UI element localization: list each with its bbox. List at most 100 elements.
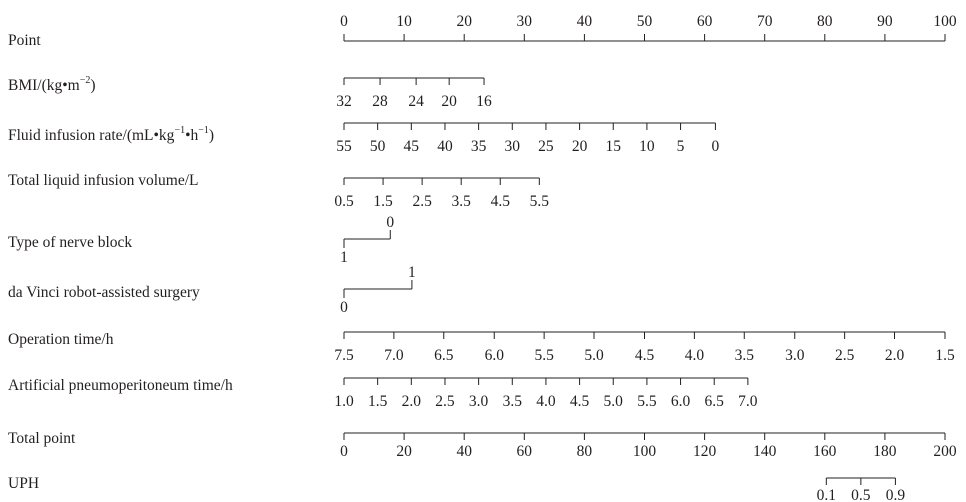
row-bmi-kg-m-label-part-1: −2 bbox=[80, 75, 91, 86]
row-total-point-tick-label-1: 20 bbox=[396, 443, 412, 460]
row-uph-tick-label-0: 0.1 bbox=[817, 487, 836, 502]
row-uph-label-part-0: UPH bbox=[8, 475, 39, 492]
row-point-tick-label-10: 100 bbox=[933, 13, 957, 30]
row-type-of-nerve-block: Type of nerve block 1 0 bbox=[8, 214, 394, 266]
row-operation-time-h-tick-label-9: 3.0 bbox=[785, 347, 805, 364]
row-operation-time-h-tick-label-1: 7.0 bbox=[384, 347, 404, 364]
row-total-liquid-infusion-volume-l-tick-label-0: 0.5 bbox=[334, 193, 354, 210]
row-operation-time-h-label-part-0: Operation time/h bbox=[8, 331, 114, 348]
row-uph: UPH 0.1 0.5 0.9 bbox=[8, 475, 905, 502]
row-total-point-tick-label-9: 180 bbox=[873, 443, 897, 460]
row-bmi-kg-m: BMI/(kg•m−2) 32 28 24 20 16 bbox=[8, 75, 492, 110]
row-point-tick-label-4: 40 bbox=[577, 13, 593, 30]
row-bmi-kg-m-label: BMI/(kg•m−2) bbox=[8, 75, 96, 94]
row-uph-tick-label-1: 0.5 bbox=[851, 487, 871, 502]
row-point-tick-label-0: 0 bbox=[340, 13, 348, 30]
row-fluid-infusion-rate-ml-kg-label: Fluid infusion rate/(mL•kg−1•h−1) bbox=[8, 125, 214, 144]
row-artificial-pneumoperitoneum-time-h: Artificial pneumoperitoneum time/h 1.0 1.5… bbox=[8, 377, 758, 410]
row-artificial-pneumoperitoneum-time-h-tick-label-1: 1.5 bbox=[368, 393, 388, 410]
row-artificial-pneumoperitoneum-time-h-tick-label-11: 6.5 bbox=[705, 393, 725, 410]
row-operation-time-h: Operation time/h 7.5 7.0 6.5 6.0 5.5 5.0 4.5 4.0… bbox=[8, 331, 955, 364]
row-da-vinci-robot-assisted-surgery: da Vinci robot-assisted surgery 0 1 bbox=[8, 264, 416, 316]
row-artificial-pneumoperitoneum-time-h-tick-label-5: 3.5 bbox=[503, 393, 523, 410]
row-fluid-infusion-rate-ml-kg-tick-label-11: 0 bbox=[712, 138, 720, 155]
row-operation-time-h-tick-label-7: 4.0 bbox=[685, 347, 705, 364]
row-point-label: Point bbox=[8, 32, 41, 49]
row-type-of-nerve-block-label-part-0: Type of nerve block bbox=[8, 234, 132, 251]
row-bmi-kg-m-tick-label-3: 20 bbox=[441, 93, 457, 110]
row-operation-time-h-tick-label-0: 7.5 bbox=[334, 347, 354, 364]
row-bmi-kg-m-tick-label-4: 16 bbox=[476, 93, 492, 110]
row-point-tick-label-1: 10 bbox=[396, 13, 412, 30]
row-artificial-pneumoperitoneum-time-h-tick-label-12: 7.0 bbox=[738, 393, 758, 410]
row-artificial-pneumoperitoneum-time-h-tick-label-3: 2.5 bbox=[435, 393, 455, 410]
row-uph-tick-label-2: 0.9 bbox=[886, 487, 906, 502]
row-operation-time-h-tick-label-4: 5.5 bbox=[534, 347, 554, 364]
row-operation-time-h-tick-label-8: 3.5 bbox=[735, 347, 755, 364]
row-total-point-tick-label-2: 40 bbox=[456, 443, 472, 460]
row-fluid-infusion-rate-ml-kg-label-part-4: ) bbox=[209, 127, 214, 144]
row-total-liquid-infusion-volume-l-label-part-0: Total liquid infusion volume/L bbox=[8, 172, 199, 189]
row-total-point-tick-label-0: 0 bbox=[340, 443, 348, 460]
row-total-point-tick-label-3: 60 bbox=[517, 443, 533, 460]
row-operation-time-h-label: Operation time/h bbox=[8, 331, 114, 348]
row-operation-time-h-tick-label-5: 5.0 bbox=[584, 347, 604, 364]
row-fluid-infusion-rate-ml-kg-tick-label-8: 15 bbox=[605, 138, 621, 155]
row-artificial-pneumoperitoneum-time-h-label: Artificial pneumoperitoneum time/h bbox=[8, 377, 233, 394]
row-fluid-infusion-rate-ml-kg-tick-label-7: 20 bbox=[572, 138, 588, 155]
row-point-tick-label-3: 30 bbox=[517, 13, 533, 30]
row-total-liquid-infusion-volume-l-tick-label-2: 2.5 bbox=[412, 193, 432, 210]
row-total-liquid-infusion-volume-l-tick-label-5: 5.5 bbox=[530, 193, 550, 210]
row-total-point-label: Total point bbox=[8, 430, 76, 447]
row-bmi-kg-m-tick-label-2: 24 bbox=[408, 93, 424, 110]
row-total-point-tick-label-4: 80 bbox=[577, 443, 593, 460]
row-fluid-infusion-rate-ml-kg-tick-label-1: 50 bbox=[370, 138, 386, 155]
row-fluid-infusion-rate-ml-kg-tick-label-6: 25 bbox=[538, 138, 554, 155]
row-point-tick-label-9: 90 bbox=[877, 13, 893, 30]
row-artificial-pneumoperitoneum-time-h-tick-label-2: 2.0 bbox=[402, 393, 422, 410]
row-bmi-kg-m-tick-label-1: 28 bbox=[372, 93, 388, 110]
row-fluid-infusion-rate-ml-kg-tick-label-9: 10 bbox=[639, 138, 655, 155]
row-bmi-kg-m-label-part-2: ) bbox=[90, 77, 95, 94]
row-fluid-infusion-rate-ml-kg-tick-label-0: 55 bbox=[336, 138, 352, 155]
row-operation-time-h-tick-label-10: 2.5 bbox=[835, 347, 855, 364]
row-total-liquid-infusion-volume-l: Total liquid infusion volume/L 0.5 1.5 2.5 3… bbox=[8, 172, 549, 210]
row-type-of-nerve-block-tick-label-1: 0 bbox=[386, 214, 394, 231]
row-total-point: Total point 0 20 40 60 80 100 120 140 160 180 200 bbox=[8, 430, 957, 460]
row-total-point-tick-label-6: 120 bbox=[693, 443, 717, 460]
row-operation-time-h-tick-label-6: 4.5 bbox=[635, 347, 655, 364]
row-total-point-tick-label-8: 160 bbox=[813, 443, 837, 460]
row-fluid-infusion-rate-ml-kg: Fluid infusion rate/(mL•kg−1•h−1)55 50 45 4… bbox=[8, 122, 720, 155]
row-operation-time-h-tick-label-2: 6.5 bbox=[434, 347, 454, 364]
row-fluid-infusion-rate-ml-kg-tick-label-2: 45 bbox=[404, 138, 420, 155]
row-total-point-label-part-0: Total point bbox=[8, 430, 76, 447]
row-artificial-pneumoperitoneum-time-h-tick-label-0: 1.0 bbox=[334, 393, 354, 410]
row-uph-label: UPH bbox=[8, 475, 39, 492]
row-fluid-infusion-rate-ml-kg-label-part-1: −1 bbox=[174, 125, 185, 136]
row-fluid-infusion-rate-ml-kg-tick-label-5: 30 bbox=[505, 138, 521, 155]
row-point-tick-label-7: 70 bbox=[757, 13, 773, 30]
row-fluid-infusion-rate-ml-kg-label-part-0: Fluid infusion rate/(mL•kg bbox=[8, 127, 175, 144]
row-artificial-pneumoperitoneum-time-h-tick-label-6: 4.0 bbox=[536, 393, 556, 410]
row-operation-time-h-tick-label-3: 6.0 bbox=[485, 347, 505, 364]
row-da-vinci-robot-assisted-surgery-label-part-0: da Vinci robot-assisted surgery bbox=[8, 284, 200, 301]
row-artificial-pneumoperitoneum-time-h-tick-label-8: 5.0 bbox=[604, 393, 624, 410]
row-total-liquid-infusion-volume-l-tick-label-4: 4.5 bbox=[491, 193, 511, 210]
row-operation-time-h-tick-label-11: 2.0 bbox=[885, 347, 905, 364]
row-artificial-pneumoperitoneum-time-h-tick-label-10: 6.0 bbox=[671, 393, 691, 410]
row-point-label-part-0: Point bbox=[8, 32, 41, 49]
row-total-liquid-infusion-volume-l-tick-label-1: 1.5 bbox=[373, 193, 393, 210]
row-total-liquid-infusion-volume-l-label: Total liquid infusion volume/L bbox=[8, 172, 199, 189]
row-artificial-pneumoperitoneum-time-h-tick-label-9: 5.5 bbox=[637, 393, 657, 410]
row-point-tick-label-5: 50 bbox=[637, 13, 653, 30]
row-total-point-tick-label-10: 200 bbox=[933, 443, 957, 460]
row-fluid-infusion-rate-ml-kg-label-part-3: −1 bbox=[198, 125, 209, 136]
row-da-vinci-robot-assisted-surgery-tick-label-1: 1 bbox=[408, 264, 416, 281]
row-operation-time-h-tick-label-12: 1.5 bbox=[935, 347, 955, 364]
row-fluid-infusion-rate-ml-kg-tick-label-10: 5 bbox=[677, 138, 685, 155]
row-point: Point 0 10 20 30 40 50 60 70 80 90 100 bbox=[8, 13, 957, 49]
row-type-of-nerve-block-tick-label-0: 1 bbox=[340, 249, 348, 266]
row-total-point-tick-label-7: 140 bbox=[753, 443, 777, 460]
